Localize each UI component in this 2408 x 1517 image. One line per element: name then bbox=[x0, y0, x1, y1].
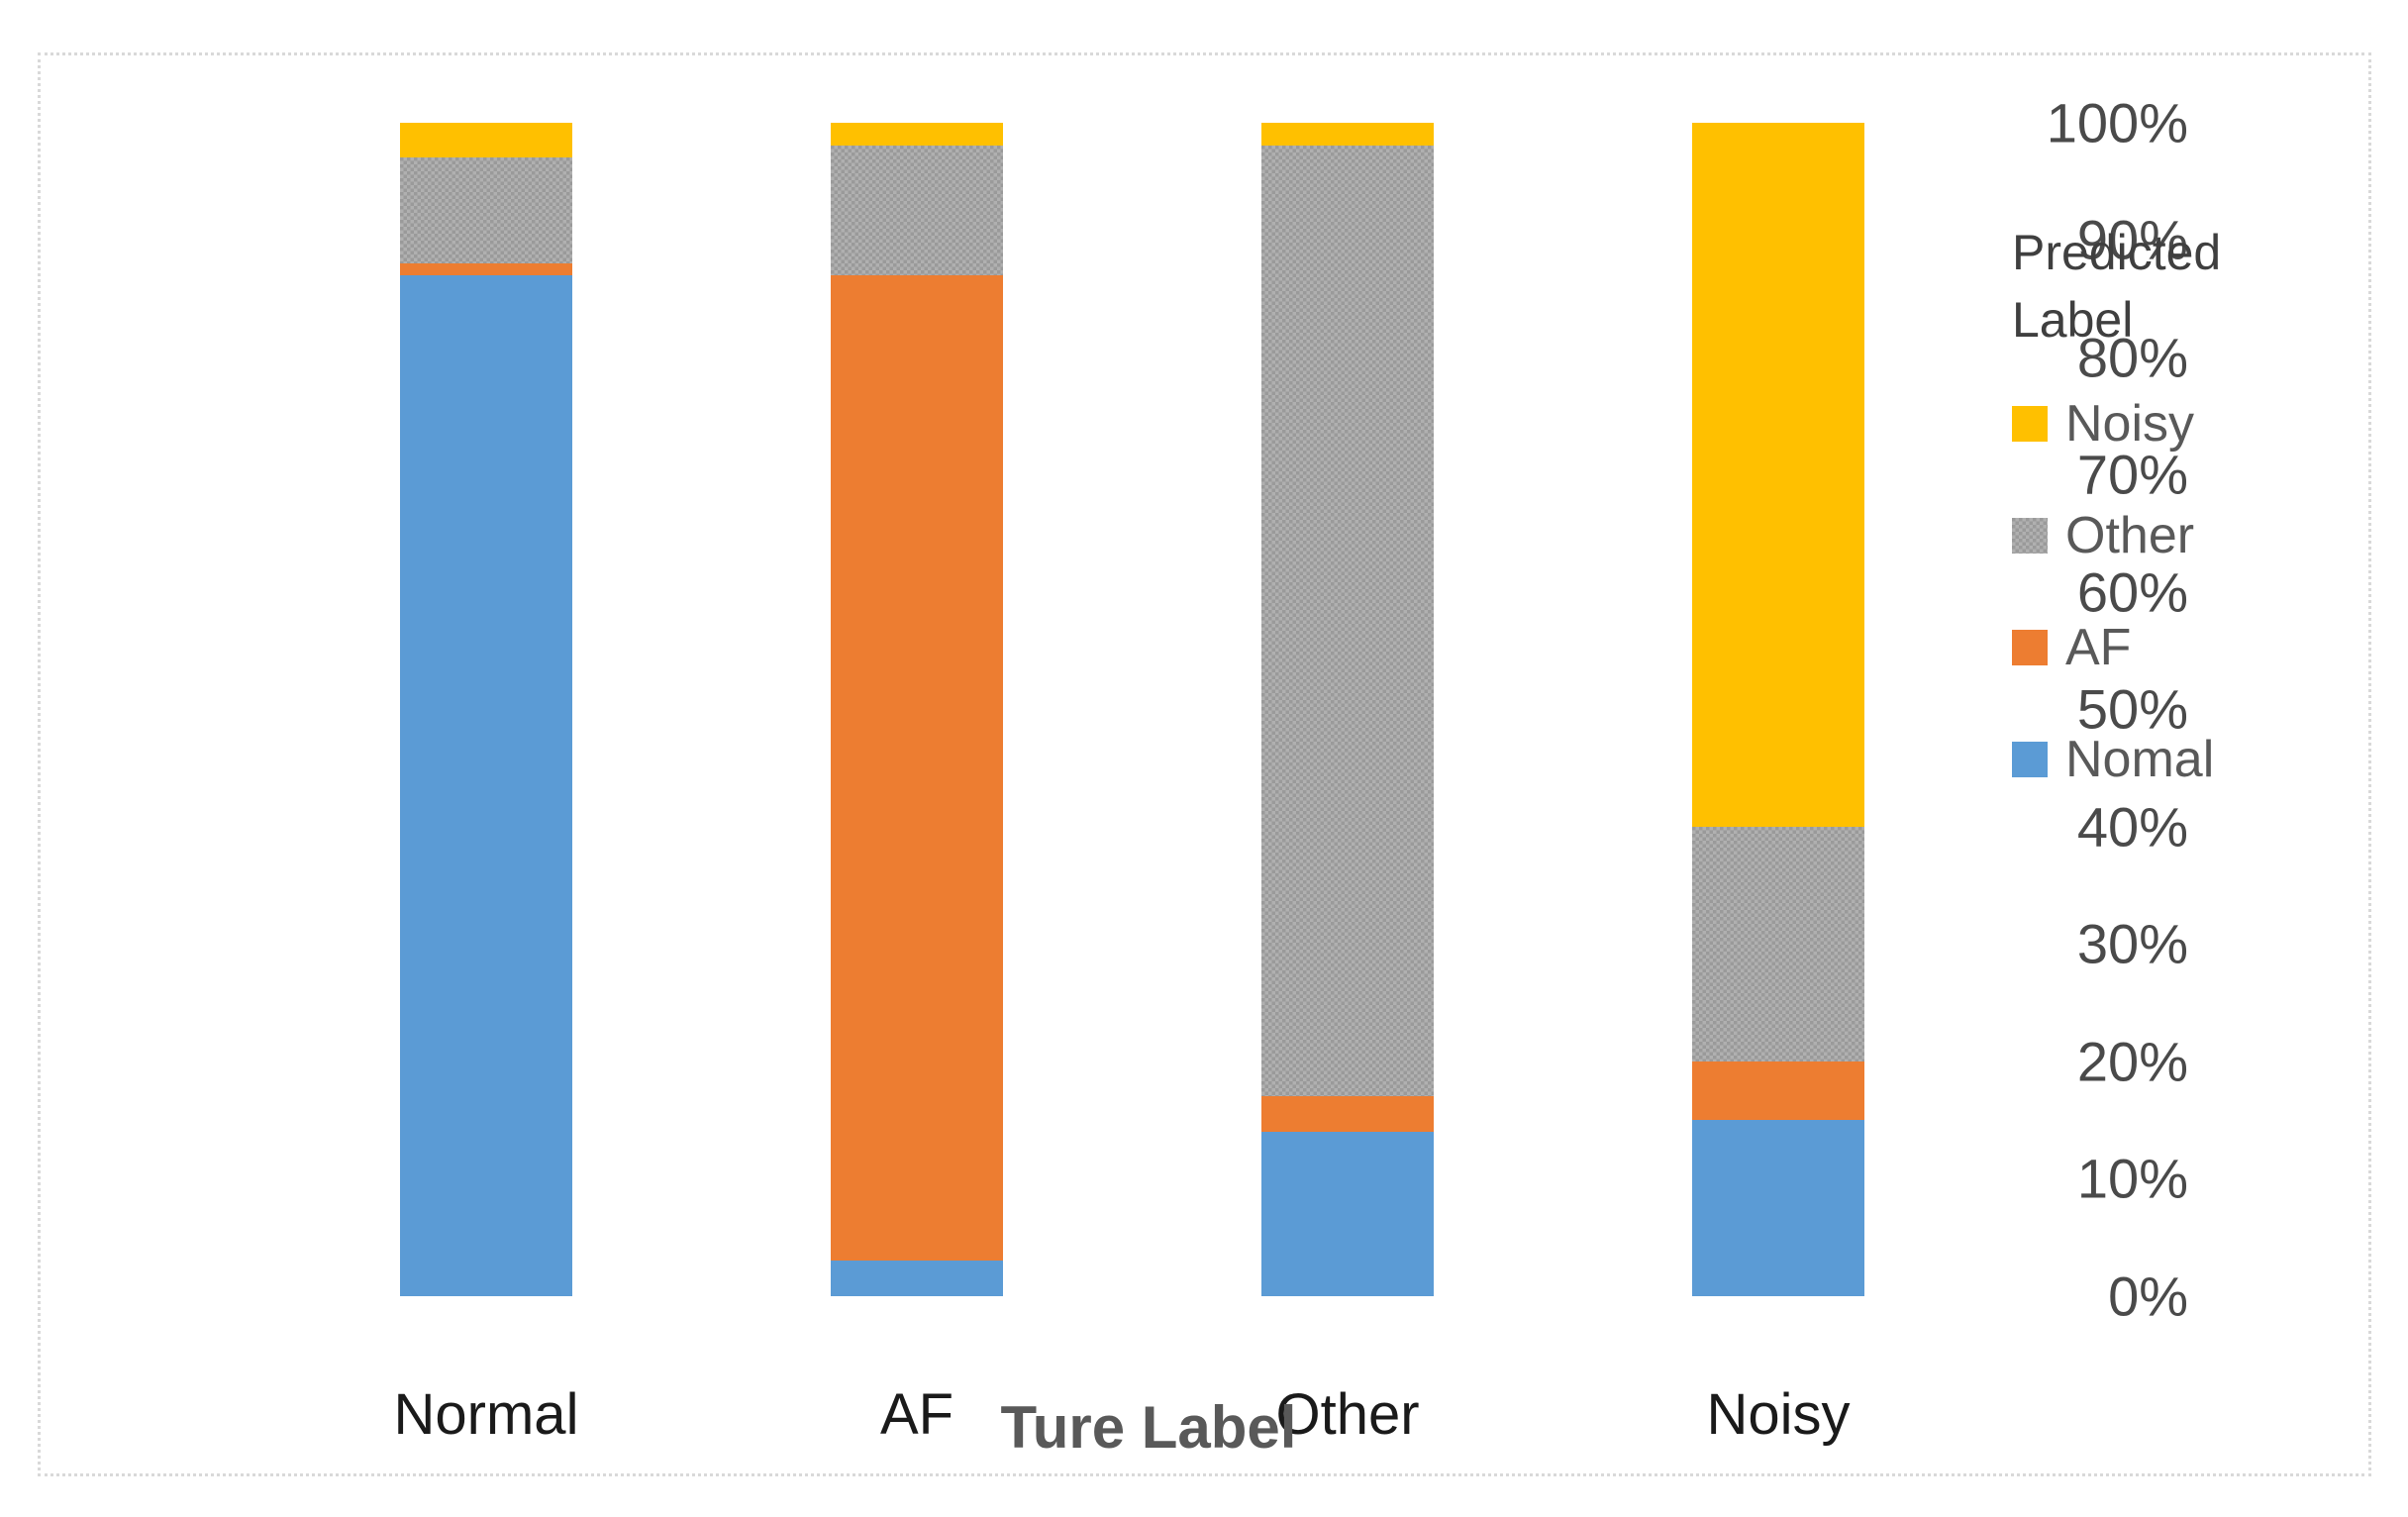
legend-swatch-af bbox=[2012, 630, 2048, 665]
bar-segment-other-normal bbox=[400, 157, 572, 263]
x-category-label-af: AF bbox=[879, 1382, 954, 1447]
bar-segment-af-normal bbox=[400, 263, 572, 275]
legend-label-nomal: Nomal bbox=[2065, 731, 2215, 788]
y-tick-label: 40% bbox=[2076, 795, 2188, 859]
legend-label-other: Other bbox=[2065, 507, 2195, 564]
y-tick-label: 20% bbox=[2076, 1030, 2188, 1093]
legend-swatch-noisy bbox=[2012, 406, 2048, 442]
bar-segment-noisy-noisy bbox=[1692, 123, 1864, 827]
legend-label-af: AF bbox=[2065, 619, 2132, 676]
x-category-label-noisy: Noisy bbox=[1706, 1382, 1851, 1447]
bar-segment-af-af bbox=[831, 275, 1003, 1261]
y-tick-label: 90% bbox=[2076, 208, 2188, 271]
legend-item-other: Other bbox=[2012, 510, 2194, 561]
y-tick-label: 80% bbox=[2076, 326, 2188, 389]
x-axis-title: Ture Label bbox=[1000, 1394, 1297, 1461]
y-tick-label: 50% bbox=[2076, 677, 2188, 741]
bar-segment-noisy-af bbox=[831, 123, 1003, 146]
legend-swatch-other bbox=[2012, 518, 2048, 554]
y-tick-label: 0% bbox=[2108, 1264, 2188, 1328]
legend-item-nomal: Nomal bbox=[2012, 734, 2214, 785]
legend-label-noisy: Noisy bbox=[2065, 395, 2195, 453]
bar-segment-other-af bbox=[831, 146, 1003, 275]
bar-segment-nomal-noisy bbox=[1692, 1120, 1864, 1296]
bar-segment-other-other bbox=[1261, 146, 1434, 1096]
y-tick-label: 70% bbox=[2076, 443, 2188, 506]
legend-title: Predicted Label bbox=[2012, 225, 2222, 348]
legend-swatch-nomal bbox=[2012, 742, 2048, 777]
y-tick-label: 60% bbox=[2076, 560, 2188, 624]
x-category-label-normal: Normal bbox=[393, 1382, 579, 1447]
legend-item-af: AF bbox=[2012, 622, 2131, 673]
bar-segment-nomal-other bbox=[1261, 1132, 1434, 1296]
bar-segment-noisy-normal bbox=[400, 123, 572, 157]
x-category-label-other: Other bbox=[1275, 1382, 1420, 1447]
bar-segment-noisy-other bbox=[1261, 123, 1434, 146]
y-tick-label: 100% bbox=[2046, 91, 2188, 153]
bar-segment-af-other bbox=[1261, 1096, 1434, 1132]
bar-segment-nomal-normal bbox=[400, 275, 572, 1296]
bar-segment-other-noisy bbox=[1692, 827, 1864, 1062]
y-tick-label: 30% bbox=[2076, 912, 2188, 975]
bar-segment-af-noisy bbox=[1692, 1062, 1864, 1120]
bar-segment-nomal-af bbox=[831, 1261, 1003, 1296]
y-tick-label: 10% bbox=[2076, 1147, 2188, 1210]
legend-item-noisy: Noisy bbox=[2012, 398, 2194, 450]
